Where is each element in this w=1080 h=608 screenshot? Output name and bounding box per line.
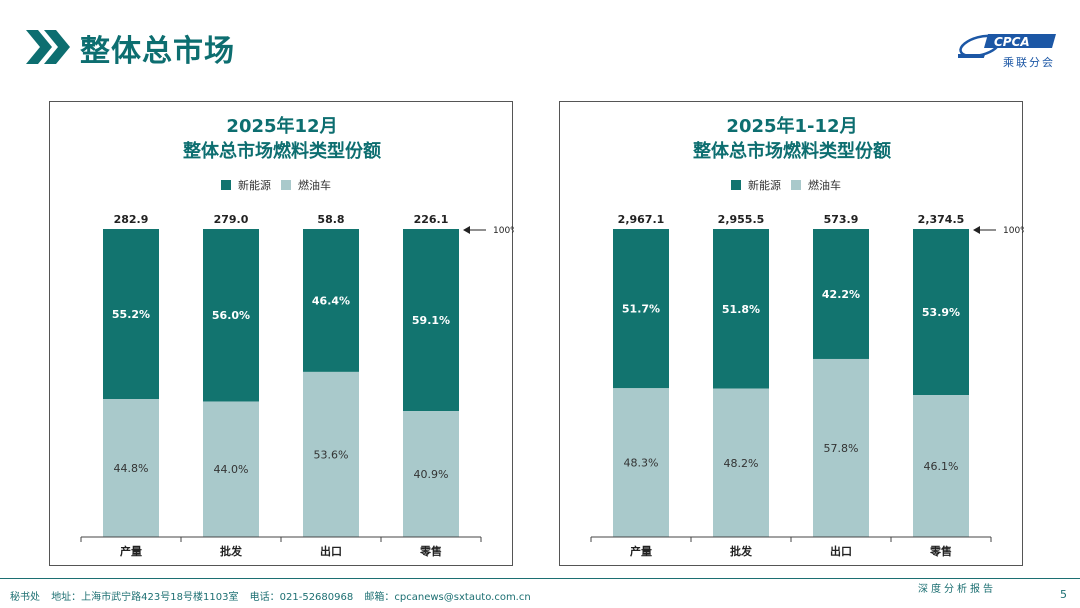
total-label-3: 2,374.5 — [918, 213, 965, 226]
category-label-3: 零售 — [419, 544, 442, 558]
data-label-ice-1: 44.0% — [214, 463, 249, 476]
data-label-ice-2: 57.8% — [824, 442, 859, 455]
legend-label-1: 燃油车 — [808, 178, 841, 192]
data-label-nev-1: 51.8% — [722, 303, 760, 316]
annotation-arrow-head — [463, 226, 470, 234]
chart-title: 2025年1-12月 — [726, 115, 857, 137]
bar-segment-ice-2 — [813, 358, 869, 537]
total-label-0: 282.9 — [114, 213, 149, 226]
category-label-1: 批发 — [730, 544, 753, 558]
data-label-nev-0: 55.2% — [112, 308, 150, 321]
category-label-0: 产量 — [120, 544, 142, 558]
bar-segment-nev-3 — [913, 229, 969, 396]
data-label-ice-0: 48.3% — [624, 457, 659, 470]
data-label-nev-1: 56.0% — [212, 309, 250, 322]
legend-swatch-0 — [731, 180, 741, 190]
data-label-ice-0: 44.8% — [114, 462, 149, 475]
category-label-1: 批发 — [220, 544, 243, 558]
annotation-label: 100% — [493, 226, 514, 236]
data-label-nev-2: 46.4% — [312, 294, 350, 307]
bar-segment-ice-0 — [103, 399, 159, 537]
bar-segment-nev-3 — [403, 229, 459, 412]
legend-label-0: 新能源 — [238, 178, 271, 192]
chart-title: 2025年12月 — [226, 115, 337, 137]
header: 整体总市场 CPCA 乘联分会 — [0, 0, 1080, 90]
data-label-ice-2: 53.6% — [314, 448, 349, 461]
legend-swatch-0 — [221, 180, 231, 190]
annotation-arrow-head — [973, 226, 980, 234]
bar-segment-ice-0 — [613, 388, 669, 537]
category-label-0: 产量 — [630, 544, 652, 558]
bar-segment-ice-1 — [203, 401, 259, 537]
total-label-2: 573.9 — [824, 213, 859, 226]
footer-email: 邮箱：cpcanews@sxtauto.com.cn — [364, 592, 531, 603]
footer-contact: 秘书处 地址：上海市武宁路423号18号楼1103室 电话：021-526809… — [10, 588, 539, 603]
bar-segment-ice-2 — [303, 371, 359, 537]
total-label-1: 2,955.5 — [718, 213, 765, 226]
bar-segment-nev-2 — [813, 229, 869, 359]
bar-segment-ice-3 — [913, 395, 969, 537]
legend-label-1: 燃油车 — [298, 178, 331, 192]
report-tag: 深度分析报告 — [918, 584, 996, 595]
footer-org: 秘书处 — [10, 592, 40, 603]
chart-panel-full-year: 2025年1-12月整体总市场燃料类型份额新能源 燃油车 51.7% 48.3% 2,9… — [559, 101, 1024, 566]
footer-address: 地址：上海市武宁路423号18号楼1103室 — [51, 592, 239, 603]
footer-divider — [0, 578, 1080, 579]
legend-label-0: 新能源 — [748, 178, 781, 192]
svg-text:CPCA: CPCA — [994, 35, 1030, 49]
bar-segment-nev-1 — [713, 229, 769, 389]
bar-segment-nev-1 — [203, 229, 259, 402]
data-label-nev-3: 53.9% — [922, 306, 960, 319]
category-label-2: 出口 — [830, 544, 852, 558]
data-label-ice-3: 46.1% — [924, 460, 959, 473]
cpca-logo-icon: CPCA — [958, 34, 1056, 58]
data-label-ice-1: 48.2% — [724, 457, 759, 470]
bar-segment-ice-3 — [403, 411, 459, 537]
chart-panel-december: 2025年12月整体总市场燃料类型份额新能源 燃油车 55.2% 44.8% 282.9… — [49, 101, 514, 566]
legend-swatch-1 — [791, 180, 801, 190]
data-label-nev-3: 59.1% — [412, 314, 450, 327]
category-label-3: 零售 — [929, 544, 952, 558]
category-label-2: 出口 — [320, 544, 342, 558]
chevron-right-icon — [26, 30, 70, 64]
bar-segment-nev-0 — [103, 229, 159, 400]
bar-segment-ice-1 — [713, 388, 769, 537]
page-title: 整体总市场 — [80, 34, 235, 69]
data-label-nev-0: 51.7% — [622, 303, 660, 316]
bar-segment-nev-2 — [303, 229, 359, 372]
total-label-2: 58.8 — [317, 213, 344, 226]
page-number: 5 — [1060, 588, 1067, 601]
total-label-3: 226.1 — [414, 213, 449, 226]
annotation-label: 100% — [1003, 226, 1024, 236]
footer-phone: 电话：021-52680968 — [249, 592, 354, 603]
chart-subtitle: 整体总市场燃料类型份额 — [692, 140, 891, 162]
legend-swatch-1 — [281, 180, 291, 190]
total-label-0: 2,967.1 — [618, 213, 665, 226]
data-label-ice-3: 40.9% — [414, 468, 449, 481]
bar-segment-nev-0 — [613, 229, 669, 389]
data-label-nev-2: 42.2% — [822, 288, 860, 301]
chart-subtitle: 整体总市场燃料类型份额 — [182, 140, 381, 162]
total-label-1: 279.0 — [214, 213, 249, 226]
logo-subtitle: 乘联分会 — [1003, 56, 1055, 69]
